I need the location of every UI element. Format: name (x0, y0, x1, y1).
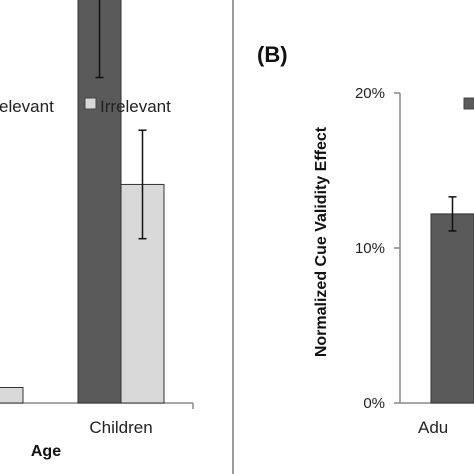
legend-label-relevant: elevant (0, 97, 54, 116)
panel-b: (B) Normalized Cue Validity Effect 0% 10%… (257, 42, 474, 437)
panel-a-bars (0, 0, 194, 409)
panel-b-bars (430, 196, 474, 404)
panel-a-legend: elevant Irrelevant (0, 97, 171, 116)
panel-a-x-axis-title: Age (31, 443, 61, 460)
legend-swatch-irrelevant (84, 97, 97, 110)
panel-b-ticks: 0% 10% 20% (355, 85, 400, 412)
bar-adu (430, 213, 474, 404)
panel-a: Children Age elevant Irrelevant (0, 0, 194, 460)
legend-label-irrelevant: Irrelevant (100, 97, 171, 116)
y-tick-label-2: 20% (355, 85, 385, 102)
panel-b-y-axis-title: Normalized Cue Validity Effect (313, 126, 330, 357)
panel-b-legend-swatch (463, 97, 474, 110)
panel-b-category-label: Adu (418, 418, 448, 437)
panel-a-category-label: Children (89, 418, 152, 437)
y-tick-label-0: 0% (363, 395, 385, 412)
bar-irrelevant-0 (0, 387, 24, 404)
y-tick-label-1: 10% (355, 240, 385, 257)
panel-b-label: (B) (257, 42, 288, 67)
